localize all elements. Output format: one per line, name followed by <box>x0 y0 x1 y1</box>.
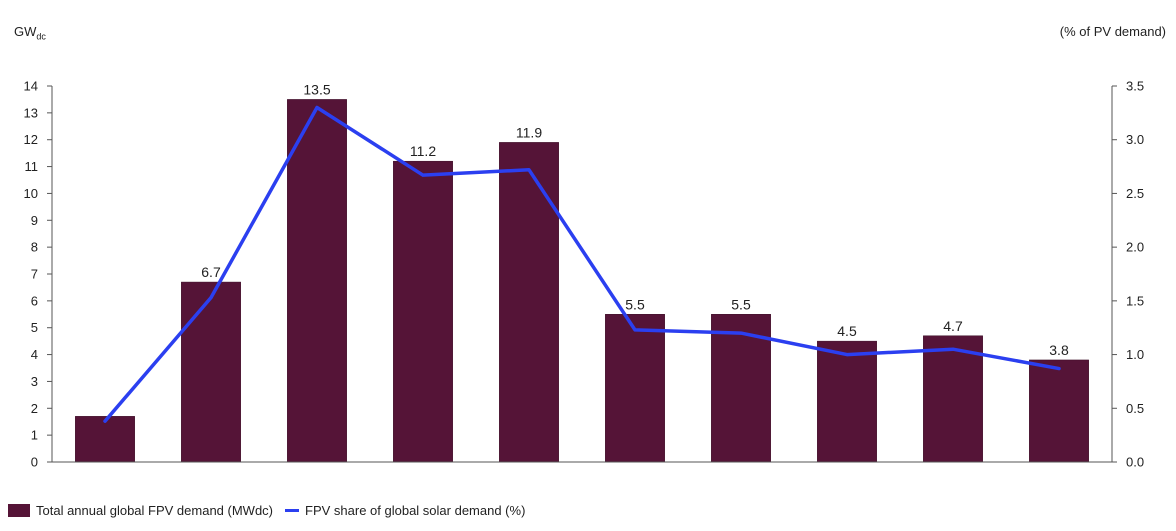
bar-data-label: 4.5 <box>837 323 857 339</box>
left-tick-label: 0 <box>31 455 38 470</box>
left-tick-label: 1 <box>31 428 38 443</box>
legend-item-line: FPV share of global solar demand (%) <box>285 503 525 518</box>
legend-label-line: FPV share of global solar demand (%) <box>305 503 526 518</box>
legend-item-bars: Total annual global FPV demand (MWdc) <box>8 503 273 518</box>
bar-data-label: 4.7 <box>943 318 963 334</box>
bar <box>75 416 135 463</box>
bar <box>1029 359 1089 463</box>
left-tick-label: 2 <box>31 401 38 416</box>
left-tick-label: 10 <box>24 186 38 201</box>
right-axis-title: (% of PV demand) <box>1059 24 1166 39</box>
bar-data-label: 11.9 <box>516 124 542 140</box>
right-tick-label: 0.5 <box>1126 401 1144 416</box>
left-tick-label: 6 <box>31 293 38 308</box>
bar <box>605 314 665 463</box>
right-tick-label: 2.0 <box>1126 240 1144 255</box>
right-tick-label: 1.0 <box>1126 347 1144 362</box>
legend-swatch-line <box>285 509 300 512</box>
left-axis-title: GWdc <box>14 24 46 42</box>
left-tick-label: 7 <box>31 267 38 282</box>
bar <box>817 340 877 463</box>
bar-data-label: 6.7 <box>201 264 221 280</box>
left-tick-label: 5 <box>31 320 38 335</box>
left-tick-label: 11 <box>25 159 39 174</box>
bar <box>499 142 559 463</box>
bar <box>711 314 771 463</box>
right-tick-label: 0.0 <box>1126 455 1144 470</box>
share-line <box>103 105 1061 423</box>
left-tick-label: 4 <box>31 347 38 362</box>
bar-data-label: 11.2 <box>410 143 436 159</box>
left-tick-label: 9 <box>31 213 38 228</box>
bar-data-label: 5.5 <box>731 296 751 312</box>
bar <box>923 335 983 463</box>
legend-swatch-bars <box>8 504 30 517</box>
right-tick-label: 1.5 <box>1126 293 1144 308</box>
right-tick-label: 3.5 <box>1126 79 1144 94</box>
chart: 012345678910111213140.00.51.01.52.02.53.… <box>24 79 1145 470</box>
legend: Total annual global FPV demand (MWdc) FP… <box>8 503 537 518</box>
left-tick-label: 14 <box>24 79 38 94</box>
right-tick-label: 3.0 <box>1126 132 1144 147</box>
legend-label-bars: Total annual global FPV demand (MWdc) <box>36 503 274 518</box>
left-tick-label: 3 <box>31 374 38 389</box>
right-tick-label: 2.5 <box>1126 186 1144 201</box>
bar <box>181 281 241 463</box>
bar <box>393 160 453 463</box>
bar-data-label: 3.8 <box>1049 342 1069 358</box>
left-tick-label: 8 <box>31 240 38 255</box>
bar <box>287 99 347 463</box>
bar-data-label: 13.5 <box>303 81 330 97</box>
bar-data-label: 5.5 <box>625 296 645 312</box>
left-tick-label: 12 <box>24 132 38 147</box>
left-tick-label: 13 <box>24 105 38 120</box>
